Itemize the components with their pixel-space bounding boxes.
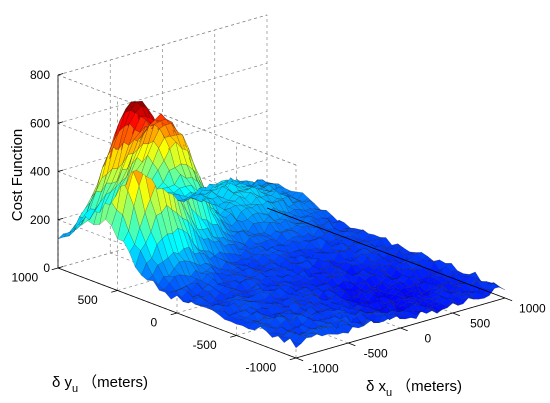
- y-axis-unit: （meters): [82, 374, 148, 391]
- surface-mesh: [57, 100, 506, 349]
- y-tick-label: 1000: [11, 271, 38, 285]
- y-tick-mark: [170, 312, 178, 316]
- x-tick-label: -1000: [308, 361, 339, 375]
- wall-rim: [57, 74, 297, 166]
- z-tick-mark: [57, 169, 64, 172]
- z-tick-label: 600: [30, 116, 50, 130]
- x-tick-mark: [295, 357, 304, 362]
- z-tick-mark: [57, 121, 64, 124]
- z-tick-mark: [57, 73, 64, 76]
- x-tick-mark: [452, 312, 461, 317]
- x-axis-label: δ xu （meters): [366, 378, 462, 399]
- surface-cell: [493, 282, 506, 291]
- x-axis-unit: （meters): [396, 378, 462, 395]
- y-tick-label: 500: [78, 293, 98, 307]
- x-tick-mark: [348, 342, 356, 347]
- x-tick-label: -500: [364, 346, 388, 360]
- x-axis-subscript: u: [386, 387, 392, 399]
- z-tick-mark: [57, 266, 64, 269]
- y-tick-label: -500: [193, 338, 217, 352]
- axes-box: [51, 73, 513, 362]
- z-tick-label: 800: [30, 68, 50, 82]
- y-tick-mark: [230, 335, 237, 338]
- wall-rim: [57, 14, 268, 76]
- z-tick-label: 200: [30, 213, 50, 227]
- y-tick-label: 0: [150, 316, 157, 330]
- tick-labels: -1000 -500 0 500 1000 -1000 -500 0 500 1000 0 200 40…: [11, 68, 546, 375]
- x-tick-label: 0: [425, 331, 432, 345]
- x-axis-far-edge: [266, 207, 506, 299]
- x-tick-label: 1000: [519, 301, 546, 315]
- x-tick-mark: [504, 297, 513, 302]
- y-tick-mark: [289, 357, 297, 361]
- y-axis-label: δ yu （meters): [52, 374, 148, 395]
- x-tick-label: 500: [470, 316, 490, 330]
- y-axis-symbol: δ y: [52, 374, 73, 391]
- y-tick-label: -1000: [245, 361, 276, 375]
- y-tick-mark: [111, 290, 118, 293]
- z-axis-label: Cost Function: [9, 129, 26, 222]
- x-tick-mark: [400, 327, 408, 332]
- z-tick-label: 0: [43, 261, 50, 275]
- z-tick-label: 400: [30, 165, 50, 179]
- z-tick-mark: [57, 217, 64, 221]
- x-axis-symbol: δ x: [366, 378, 387, 395]
- y-axis-subscript: u: [72, 383, 78, 395]
- y-tick-mark: [51, 267, 59, 271]
